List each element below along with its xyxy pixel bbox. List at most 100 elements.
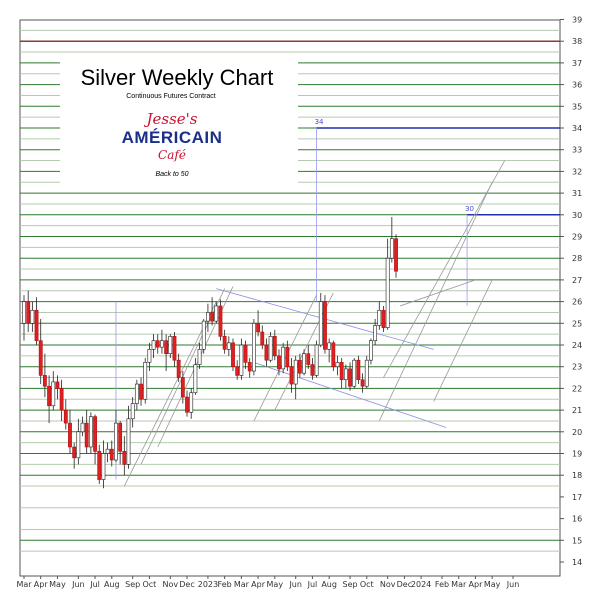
candle	[168, 334, 173, 359]
candle-body-down	[109, 448, 114, 461]
candle	[289, 358, 294, 393]
candle	[310, 358, 315, 380]
candle-body-down	[272, 336, 277, 357]
downtrend-channel-lower	[253, 361, 447, 428]
x-tick-label: 2024	[411, 580, 431, 589]
x-tick-label: Dec	[397, 580, 412, 589]
candle-body-down	[68, 422, 72, 448]
brand-line-1: Jesse's	[144, 110, 198, 128]
candle-body-up	[160, 340, 164, 348]
candle	[218, 299, 223, 341]
candle-body-up	[281, 346, 286, 370]
x-tick-label: Apr	[251, 580, 266, 589]
candle-body-up	[377, 309, 382, 326]
y-tick-label: 37	[572, 59, 582, 68]
candle-body-up	[22, 301, 26, 324]
candle-body-down	[256, 322, 260, 333]
candle-body-up	[352, 359, 357, 387]
y-tick-label: 21	[572, 406, 582, 415]
candle	[348, 362, 352, 391]
candle	[277, 349, 281, 376]
x-tick-label: Mar	[451, 580, 467, 589]
candle	[164, 334, 169, 372]
candle	[147, 342, 152, 372]
candle	[109, 440, 114, 467]
candle	[143, 358, 148, 404]
candle-body-up	[214, 305, 219, 322]
x-tick-label: Apr	[469, 580, 484, 589]
x-tick-label: Dec	[179, 580, 194, 589]
x-tick-label: Jun	[506, 580, 520, 589]
candle	[176, 353, 181, 382]
candle	[222, 329, 227, 354]
candle	[139, 377, 143, 406]
x-tick-label: Nov	[380, 580, 396, 589]
candle-body-down	[243, 344, 248, 363]
candle	[185, 390, 189, 417]
candle	[293, 355, 298, 400]
y-tick-label: 35	[572, 102, 582, 111]
brand-line-3: Café	[158, 148, 186, 162]
y-tick-label: 29	[572, 233, 582, 242]
x-tick-label: Aug	[104, 580, 120, 589]
candle-body-up	[143, 362, 148, 400]
candle	[323, 295, 327, 354]
candle-body-up	[206, 312, 210, 322]
brand-line-2: AMÉRICAIN	[122, 128, 223, 147]
candle-body-up	[314, 344, 319, 376]
candle-body-up	[373, 325, 378, 341]
candle	[343, 364, 348, 389]
candle	[297, 353, 302, 378]
candle	[88, 412, 93, 454]
candle-body-down	[97, 451, 102, 480]
title-panel	[60, 56, 298, 188]
x-tick-label: Feb	[435, 580, 449, 589]
y-tick-label: 14	[572, 558, 582, 567]
y-axis-ticks: 14 15 16 17 18 19 20 21 22 23 24 25 26 27 28 29 30 31 32 33…	[560, 16, 582, 567]
candle-body-up	[151, 340, 156, 350]
candle	[84, 410, 89, 454]
candle-body-down	[331, 342, 336, 367]
candle-body-down	[231, 342, 235, 367]
candle-body-up	[318, 301, 323, 346]
candle-body-down	[38, 340, 43, 376]
x-tick-label: May	[484, 580, 501, 589]
candle-body-down	[155, 340, 160, 348]
candle-body-up	[193, 364, 198, 394]
candle-body-down	[323, 301, 327, 350]
candle-body-down	[310, 364, 315, 376]
y-tick-label: 30	[572, 211, 582, 220]
candle	[356, 355, 361, 385]
candle	[26, 290, 31, 332]
candle	[59, 379, 64, 421]
y-tick-label: 32	[572, 167, 582, 176]
candle-body-up	[126, 418, 131, 465]
candle-body-up	[369, 340, 373, 361]
candle-body-up	[293, 359, 298, 385]
candle-body-up	[105, 448, 110, 454]
candle-body-down	[172, 336, 177, 361]
candle-body-up	[343, 368, 348, 381]
candle	[126, 405, 131, 469]
candle-body-up	[80, 422, 85, 433]
candle-body-up	[201, 320, 206, 350]
candle	[55, 375, 60, 400]
candle-body-down	[139, 383, 143, 400]
candle	[339, 358, 344, 389]
candle	[247, 358, 252, 378]
y-tick-label: 28	[572, 254, 582, 263]
candle-body-up	[302, 353, 306, 374]
y-tick-label: 39	[572, 16, 582, 25]
candle-body-up	[239, 344, 244, 376]
x-tick-label: May	[49, 580, 66, 589]
candle-body-down	[348, 368, 352, 387]
x-tick-label: Jul	[89, 580, 100, 589]
candle-body-up	[134, 383, 139, 404]
x-tick-label: Mar	[234, 580, 250, 589]
candle-body-up	[168, 336, 173, 354]
candlesticks	[22, 216, 398, 489]
candle-body-down	[260, 331, 265, 346]
candle	[264, 338, 269, 367]
candle	[155, 334, 160, 354]
candle	[377, 301, 382, 330]
